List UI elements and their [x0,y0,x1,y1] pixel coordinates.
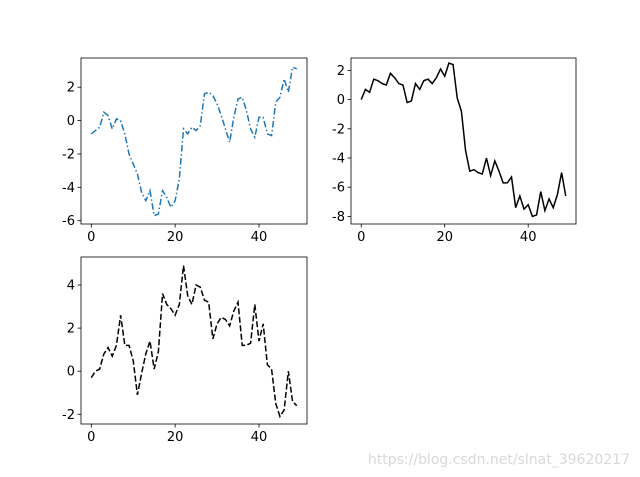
x-tick-label: 20 [167,430,184,445]
y-tick-label: -4 [332,152,345,167]
y-tick-label: 0 [67,114,75,129]
y-tick-label: -6 [332,181,345,196]
data-line [90,66,298,217]
y-tick-label: 4 [67,279,75,294]
watermark: https://blog.csdn.net/slnat_39620217 [368,452,630,468]
y-tick-label: -2 [332,122,345,137]
y-tick-label: 0 [67,365,75,380]
y-tick-label: -2 [62,408,75,423]
x-tick-label: 40 [520,230,537,245]
x-tick-label: 0 [87,430,95,445]
y-tick-label: 2 [337,64,345,79]
axes-frame [80,57,308,225]
y-tick-label: -4 [62,181,75,196]
axes-frame [80,256,308,425]
y-tick-label: -8 [332,210,345,225]
data-line [90,265,298,419]
x-tick-label: 0 [357,230,365,245]
y-tick-label: -6 [62,214,75,229]
y-tick-label: 0 [337,93,345,108]
data-line [360,62,567,218]
x-tick-label: 40 [251,430,268,445]
x-tick-label: 0 [87,230,95,245]
x-tick-label: 20 [167,230,184,245]
y-tick-label: -2 [62,147,75,162]
axes-frame [350,57,577,225]
x-tick-label: 20 [436,230,453,245]
x-tick-label: 40 [251,230,268,245]
y-tick-label: 2 [67,322,75,337]
y-tick-label: 2 [67,81,75,96]
